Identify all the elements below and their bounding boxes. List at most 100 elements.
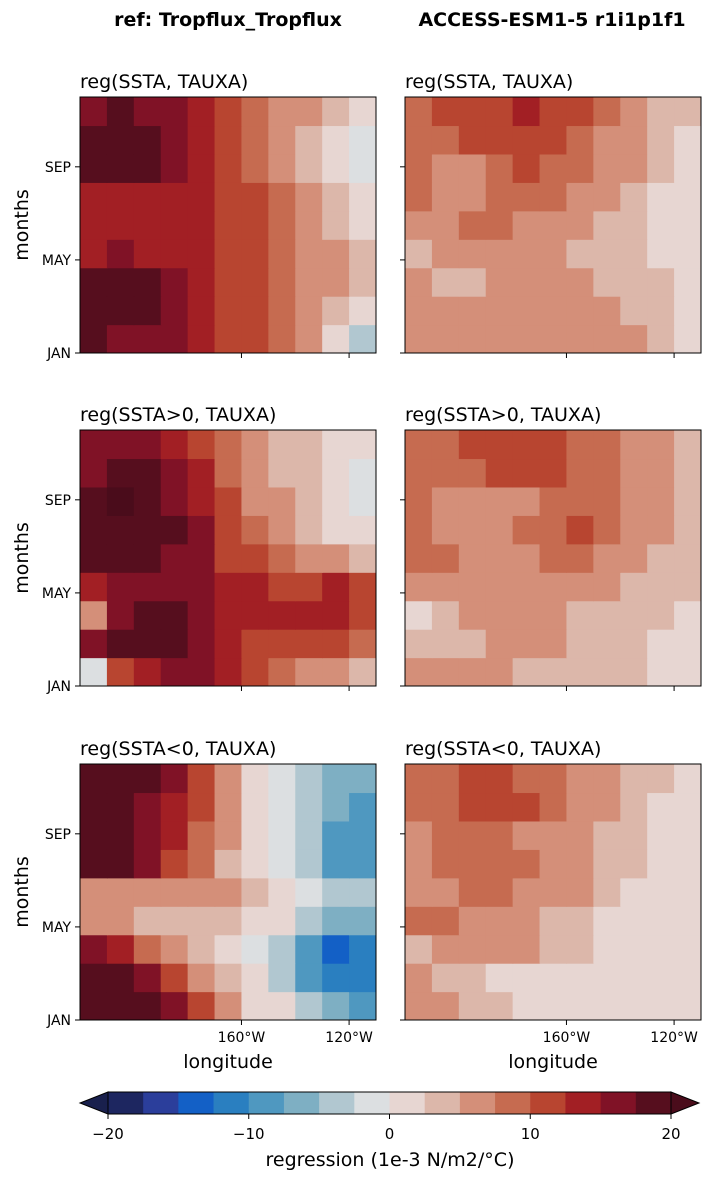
heatmap-cell [512,486,541,516]
heatmap-cell [566,515,594,545]
heatmap-cell [539,657,568,686]
colorbar-segment [108,1092,144,1114]
colorbar-tick-label: −20 [92,1125,124,1143]
heatmap-cell [106,572,135,602]
heatmap-cell [485,820,514,850]
heatmap-cell [405,543,433,573]
heatmap-cell [593,97,621,127]
heatmap-cell [187,515,216,545]
heatmap-cell [160,182,189,212]
heatmap-cell [80,239,108,269]
heatmap-cell [405,239,433,269]
heatmap-cell [458,849,487,879]
heatmap-cell [106,182,135,212]
heatmap-cell [322,210,350,240]
heatmap-cell [458,600,487,630]
heatmap-cell [349,963,376,993]
heatmap-cell [268,97,296,127]
heatmap-cell [80,629,108,659]
heatmap-cell [160,991,189,1020]
heatmap-cell [241,296,269,326]
heatmap-cell [593,764,621,794]
heatmap-cell [80,153,108,183]
colorbar-extend-min [78,1091,109,1115]
colorbar-tick-label: 20 [661,1125,680,1143]
heatmap-cell [485,324,514,353]
heatmap-cell [160,600,189,630]
heatmap-cell [106,820,135,850]
heatmap-cell [620,600,648,630]
right-column-title: ACCESS-ESM1-5 r1i1p1f1 [418,9,685,31]
heatmap-cells [405,764,701,1020]
heatmap-cell [674,820,701,850]
heatmap-cell [133,543,162,573]
heatmap-cell [431,210,460,240]
heatmap-cell [241,963,269,993]
heatmap-cell [593,849,621,879]
heatmap-cell [431,934,460,964]
heatmap-cells [405,430,701,686]
colorbar-tick-label: 0 [385,1125,395,1143]
heatmap-cell [133,97,162,127]
heatmap-cell [620,324,648,353]
heatmap-cell [133,877,162,907]
heatmap-cell [539,515,568,545]
heatmap-cell [80,877,108,907]
heatmap-cell [349,572,376,602]
heatmap-cell [106,963,135,993]
heatmap-cell [566,239,594,269]
heatmap-cell [539,182,568,212]
heatmap-cell [133,963,162,993]
heatmap-cell [620,486,648,516]
heatmap-cell [80,97,108,127]
heatmap-cell [674,296,701,326]
heatmap-cell [241,125,269,155]
panel-frame [79,429,377,687]
heatmap-cell [160,629,189,659]
heatmap-cell [512,764,541,794]
heatmap-cell [647,629,675,659]
heatmap-cell [647,963,675,993]
heatmap-cell [268,430,296,460]
heatmap-cell [539,629,568,659]
heatmap-cell [647,600,675,630]
heatmap-cell [539,764,568,794]
heatmap-cell [268,543,296,573]
heatmap-cell [458,458,487,488]
heatmap-cell [512,324,541,353]
heatmap-cell [512,210,541,240]
heatmap-cell [485,991,514,1020]
heatmap-cell [458,324,487,353]
heatmap-cell [214,543,243,573]
heatmap-cell [214,657,243,686]
heatmap-cell [133,572,162,602]
heatmap-cell [268,239,296,269]
heatmap-cell [566,629,594,659]
heatmap-cell [295,820,323,850]
panel-title: reg(SSTA, TAUXA) [405,71,573,93]
heatmap-cell [295,934,323,964]
colorbar-segment [389,1092,426,1114]
heatmap-cell [458,934,487,964]
heatmap-cell [674,239,701,269]
heatmap-cell [133,820,162,850]
heatmap-cell [268,515,296,545]
heatmap-cell [241,324,269,353]
heatmap-cell [674,210,701,240]
heatmap-cell [80,764,108,794]
heatmap-cell [539,210,568,240]
heatmap-cell [647,657,675,686]
heatmap-cells [80,97,376,353]
heatmap-cell [647,296,675,326]
heatmap-cell [458,764,487,794]
colorbar-segment [178,1092,214,1114]
heatmap-cell [458,906,487,936]
heatmap-cell [187,764,216,794]
panel-frame [404,763,702,1021]
heatmap-cell [539,934,568,964]
colorbar-segment [213,1092,250,1114]
heatmap-cell [512,657,541,686]
heatmap-cell [133,934,162,964]
heatmap-cell [512,600,541,630]
panel-3: reg(SSTA>0, TAUXA) JAN MAY SEP months [11,404,377,695]
